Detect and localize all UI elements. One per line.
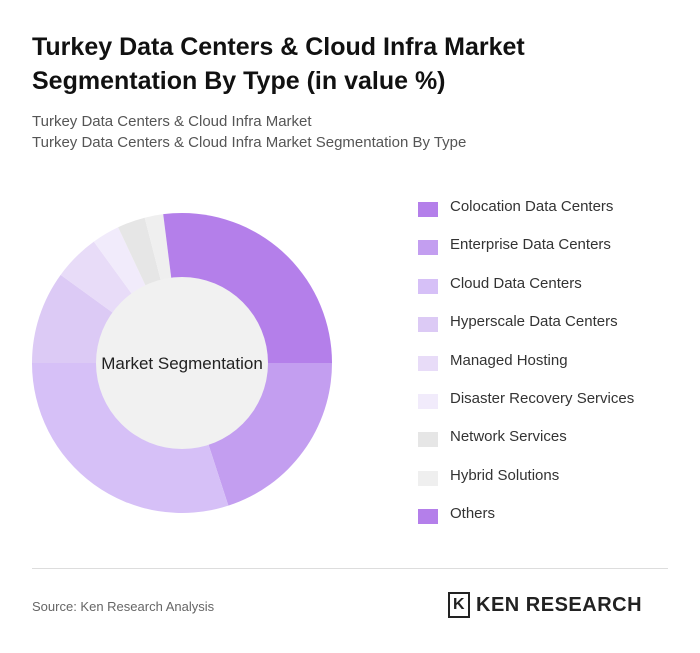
logo-icon: K [448, 592, 470, 618]
legend: Colocation Data Centers Enterprise Data C… [418, 198, 634, 544]
subtitle: Turkey Data Centers & Cloud Infra Market… [32, 134, 467, 151]
legend-swatch [418, 393, 438, 409]
center-label: Market Segmentation [101, 354, 263, 373]
chart-title: Turkey Data Centers & Cloud Infra Market… [32, 33, 525, 95]
subtitle: Turkey Data Centers & Cloud Infra Market [32, 113, 312, 130]
legend-swatch [418, 202, 438, 217]
logo-text: KEN RESEARCH [476, 593, 643, 616]
legend-swatch [418, 432, 438, 448]
legend-item: Managed Hosting [418, 352, 634, 390]
legend-item: Network Services [418, 428, 634, 466]
legend-swatch [418, 355, 438, 371]
legend-label: Hyperscale Data Centers [450, 313, 618, 331]
legend-label: Cloud Data Centers [450, 274, 582, 292]
legend-swatch [418, 240, 438, 256]
legend-label: Colocation Data Centers [450, 198, 614, 215]
legend-item: Enterprise Data Centers [418, 236, 634, 274]
legend-swatch [418, 278, 438, 294]
legend-label: Enterprise Data Centers [450, 236, 611, 254]
legend-item: Cloud Data Centers [418, 275, 634, 313]
legend-swatch [418, 470, 438, 486]
source: Source: Ken Research Analysis [32, 599, 215, 614]
divider [32, 568, 668, 569]
legend-swatch [418, 509, 438, 525]
legend-item: Hyperscale Data Centers [418, 313, 634, 351]
donut-hole [96, 277, 268, 449]
legend-item: Hybrid Solutions [418, 467, 634, 505]
legend-label: Disaster Recovery Services [450, 389, 635, 407]
logo: K KEN RESEARCH [448, 592, 642, 618]
legend-label: Others [450, 505, 496, 523]
legend-label: Hybrid Solutions [450, 466, 560, 484]
legend-item: Others [418, 505, 634, 543]
legend-label: Network Services [450, 428, 567, 446]
donut-chart: Market Segmentation [32, 213, 332, 513]
legend-label: Managed Hosting [450, 351, 568, 369]
legend-item: Colocation Data Centers [418, 198, 634, 236]
legend-swatch [418, 317, 438, 333]
legend-item: Disaster Recovery Services [418, 390, 634, 428]
